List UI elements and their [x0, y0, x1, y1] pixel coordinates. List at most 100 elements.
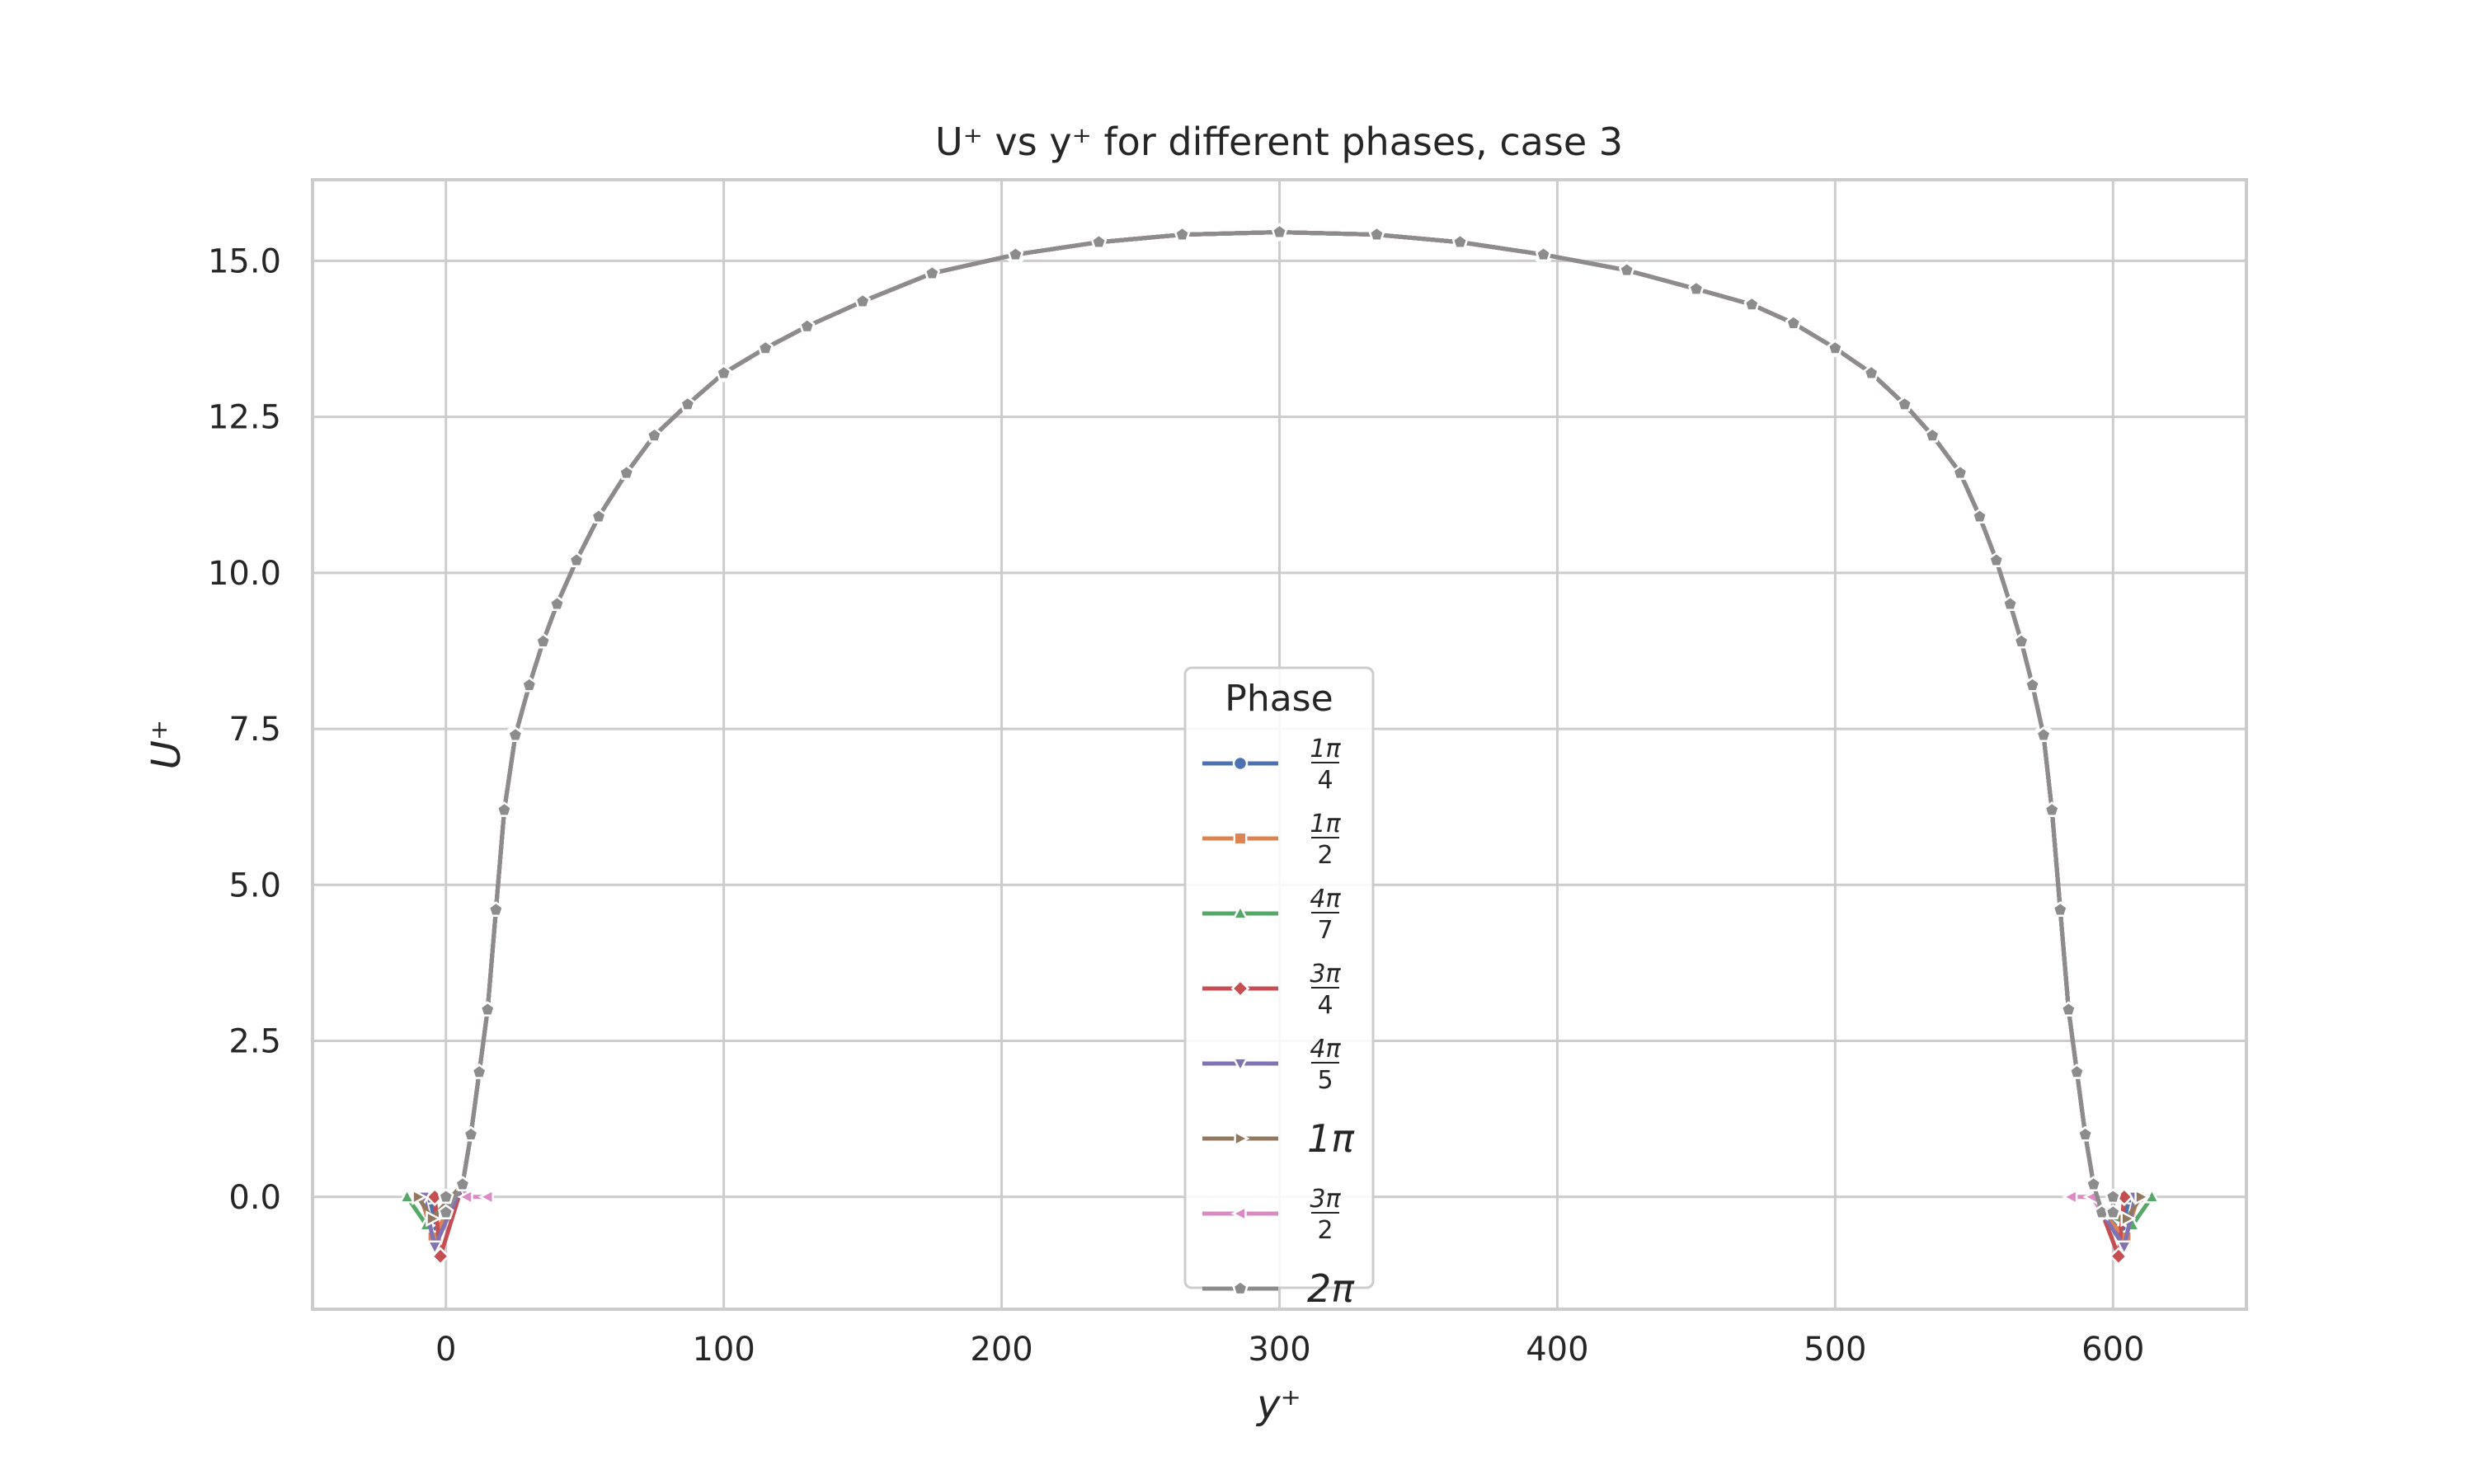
data-point — [2035, 726, 2052, 743]
legend-entry[interactable]: 2π — [1202, 1266, 1355, 1311]
x-tick-label: 100 — [692, 1331, 755, 1369]
data-point — [2062, 1188, 2078, 1205]
data-point — [507, 726, 524, 743]
legend-swatch-marker — [1230, 1205, 1247, 1223]
data-point — [2105, 1204, 2122, 1220]
data-point — [924, 265, 941, 280]
data-point — [534, 632, 552, 649]
legend-label-numerator: 1π — [1310, 810, 1341, 838]
y-tick-label: 5.0 — [228, 866, 281, 904]
legend-label-numerator: 4π — [1310, 1035, 1341, 1064]
data-point — [479, 1001, 496, 1017]
data-point — [2134, 1188, 2151, 1205]
data-point — [590, 508, 607, 524]
legend-label: 1π — [1307, 1116, 1355, 1161]
data-point — [1368, 226, 1385, 242]
legend-label-denominator: 4 — [1317, 991, 1333, 1020]
x-tick-label: 0 — [435, 1331, 456, 1369]
data-point — [2060, 1001, 2077, 1017]
data-point — [548, 595, 566, 612]
data-point — [2105, 1188, 2122, 1205]
data-point — [496, 801, 513, 817]
data-point — [2068, 1064, 2086, 1079]
data-point — [854, 293, 871, 308]
data-point — [1827, 340, 1844, 355]
legend-label-denominator: 2 — [1317, 841, 1333, 870]
data-point — [437, 1188, 454, 1205]
data-point — [1924, 426, 1941, 443]
legend-entry[interactable]: 4π5 — [1202, 1035, 1342, 1095]
data-point — [1618, 261, 1635, 278]
y-tick-label: 12.5 — [208, 399, 281, 437]
data-point — [520, 676, 538, 693]
data-point — [1863, 364, 1879, 381]
legend-swatch-marker — [1232, 1280, 1249, 1296]
y-tick-label: 0.0 — [228, 1179, 281, 1217]
data-point — [1535, 246, 1552, 262]
data-point — [2115, 1240, 2133, 1256]
legend-label-numerator: 1π — [1310, 735, 1341, 763]
legend-label-numerator: 3π — [1310, 960, 1341, 989]
data-point — [568, 552, 585, 568]
legend-label-denominator: 7 — [1317, 916, 1333, 945]
data-point — [1174, 226, 1191, 242]
legend-entry[interactable]: 1π2 — [1202, 810, 1342, 870]
legend-swatch-marker — [1233, 831, 1248, 846]
legend-label-denominator: 4 — [1317, 766, 1333, 795]
data-point — [412, 1188, 428, 1205]
data-point — [2044, 801, 2060, 817]
y-axis-label: U⁺ — [143, 720, 190, 769]
data-point — [2013, 632, 2030, 649]
data-point — [1090, 233, 1108, 250]
plot-area-frame — [311, 178, 2248, 1311]
x-tick-label: 300 — [1248, 1331, 1310, 1369]
data-point — [1896, 396, 1913, 411]
data-point — [1785, 314, 1802, 331]
data-point — [426, 1210, 442, 1228]
legend-label: 2π — [1307, 1266, 1355, 1311]
legend-entry[interactable]: 3π4 — [1202, 960, 1342, 1020]
legend-swatch-marker — [1231, 904, 1249, 920]
legend-entry[interactable]: 4π7 — [1202, 885, 1342, 945]
x-tick-label: 200 — [970, 1331, 1032, 1369]
data-point — [2120, 1210, 2137, 1228]
data-point — [398, 1187, 416, 1204]
series-8 — [437, 223, 2122, 1220]
data-point — [2077, 1125, 2094, 1142]
legend-swatch-marker — [1234, 1129, 1250, 1148]
data-point — [757, 340, 774, 355]
data-point — [2052, 901, 2069, 917]
legend-label-denominator: 5 — [1317, 1066, 1333, 1095]
data-point — [477, 1188, 494, 1205]
legend-swatch-marker — [1230, 979, 1250, 998]
data-point — [1451, 233, 1469, 250]
data-point — [2001, 595, 2019, 612]
x-axis-label: y⁺ — [1255, 1382, 1301, 1428]
data-point — [646, 426, 663, 443]
y-tick-label: 2.5 — [228, 1023, 281, 1061]
data-point — [680, 396, 696, 411]
legend-swatch-marker — [1232, 755, 1249, 772]
data-point — [471, 1064, 487, 1079]
data-point — [1987, 552, 2005, 568]
legend-entry[interactable]: 1π — [1202, 1116, 1355, 1161]
data-point — [426, 1240, 444, 1256]
y-tick-label: 15.0 — [208, 242, 281, 280]
legend-swatch-marker — [1231, 1057, 1249, 1073]
data-point — [2085, 1176, 2102, 1191]
legend-entry[interactable]: 1π4 — [1202, 735, 1342, 795]
data-point — [1007, 246, 1024, 262]
data-point — [457, 1188, 473, 1205]
data-point — [487, 901, 505, 917]
data-point — [2024, 676, 2041, 693]
data-point — [798, 317, 816, 334]
data-point — [454, 1176, 471, 1191]
chart-title: U⁺ vs y⁺ for different phases, case 3 — [935, 120, 1623, 164]
data-point — [1688, 280, 1705, 296]
x-tick-label: 500 — [1804, 1331, 1866, 1369]
legend-box — [1183, 666, 1375, 1289]
data-point — [1952, 464, 1968, 481]
x-tick-label: 400 — [1526, 1331, 1588, 1369]
legend-entry[interactable]: 3π2 — [1202, 1185, 1342, 1245]
